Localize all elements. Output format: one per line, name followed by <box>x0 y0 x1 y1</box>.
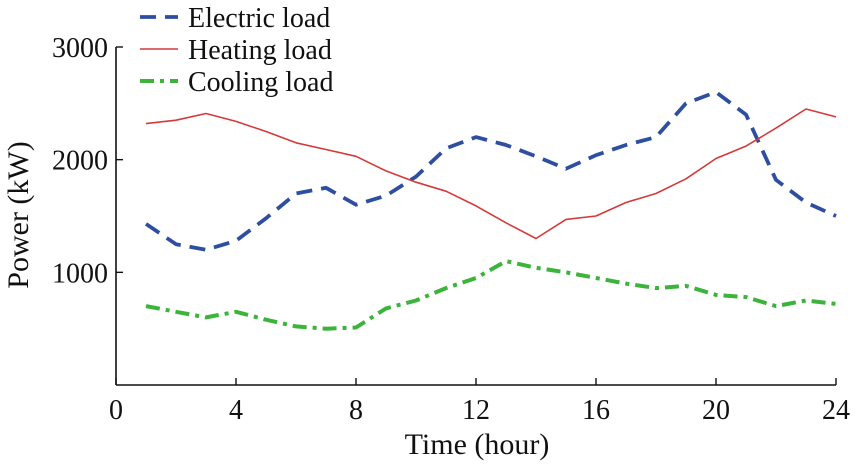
series-line-2 <box>145 108 837 240</box>
y-tick-label: 3000 <box>52 33 108 64</box>
x-axis-label: Time (hour) <box>405 428 550 461</box>
x-tick-label: 24 <box>822 395 850 426</box>
y-tick-label: 1000 <box>52 258 108 289</box>
x-tick-label: 4 <box>229 395 243 426</box>
x-tick-label: 20 <box>702 395 730 426</box>
legend-label-3: Cooling load <box>188 67 333 98</box>
y-tick-label: 2000 <box>52 146 108 177</box>
x-tick-label: 12 <box>462 395 490 426</box>
x-tick-label: 0 <box>109 395 123 426</box>
series-line-3 <box>145 259 837 331</box>
y-axis-label: Power (kW) <box>2 141 35 288</box>
ticks: 0 4 8 12 16 20 24 1000 2000 3000 <box>52 33 850 426</box>
series-layer <box>144 90 837 331</box>
legend-label-1: Electric load <box>188 3 330 34</box>
x-tick-label: 8 <box>349 395 363 426</box>
x-tick-label: 16 <box>582 395 610 426</box>
series-line-1 <box>144 90 837 252</box>
legend-label-2: Heating load <box>188 35 332 66</box>
